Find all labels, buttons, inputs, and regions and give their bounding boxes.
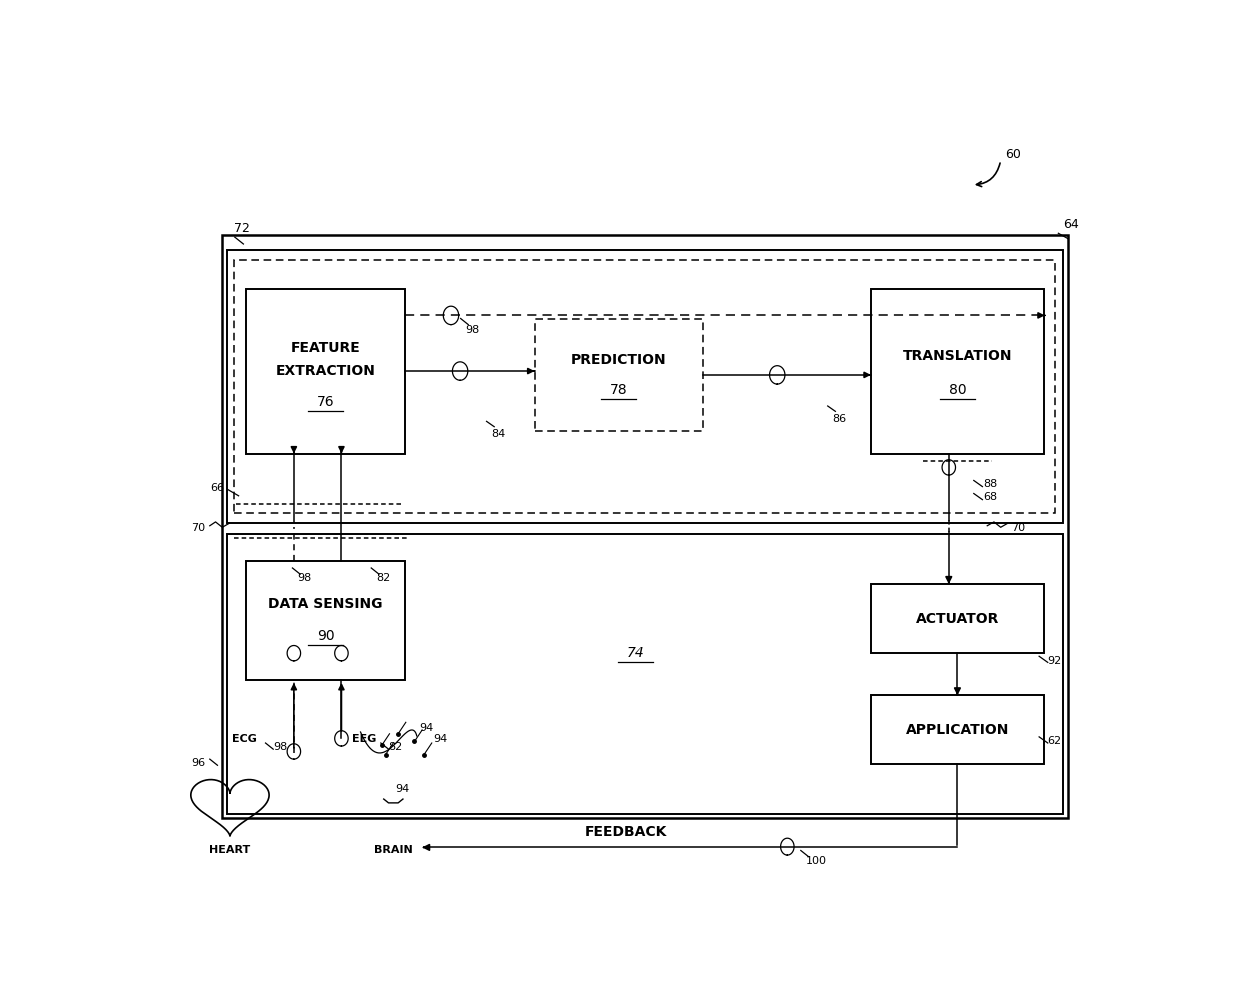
Text: 80: 80: [949, 383, 966, 397]
Text: 66: 66: [211, 484, 224, 494]
Bar: [247, 561, 404, 680]
Text: HEART: HEART: [210, 845, 250, 855]
Text: 76: 76: [316, 395, 335, 409]
Text: 60: 60: [1006, 148, 1022, 161]
Text: BRAIN: BRAIN: [374, 845, 413, 855]
Bar: [222, 235, 1068, 819]
Text: 90: 90: [316, 629, 335, 643]
Text: PREDICTION: PREDICTION: [570, 353, 666, 367]
Text: 82: 82: [388, 742, 403, 752]
Text: 94: 94: [434, 734, 448, 744]
Text: TRANSLATION: TRANSLATION: [903, 349, 1012, 363]
Text: 64: 64: [1063, 218, 1079, 231]
Text: 74: 74: [626, 646, 645, 660]
Text: FEEDBACK: FEEDBACK: [585, 825, 667, 838]
Bar: [234, 260, 1055, 513]
Text: 72: 72: [234, 221, 249, 235]
Text: 82: 82: [376, 572, 391, 582]
Text: FEATURE: FEATURE: [290, 341, 361, 355]
Text: 84: 84: [491, 429, 506, 439]
Text: EEG: EEG: [352, 734, 377, 744]
Text: 92: 92: [1047, 656, 1061, 666]
Text: APPLICATION: APPLICATION: [905, 723, 1009, 737]
Text: 62: 62: [1047, 737, 1061, 747]
Bar: [227, 250, 1063, 522]
Text: 100: 100: [806, 855, 827, 865]
Text: 70: 70: [1012, 523, 1025, 533]
Text: 70: 70: [191, 523, 205, 533]
Text: 96: 96: [191, 758, 205, 768]
Text: ACTUATOR: ACTUATOR: [916, 611, 999, 626]
Bar: [534, 319, 703, 431]
Text: 94: 94: [396, 784, 409, 794]
Bar: [870, 696, 1044, 765]
Text: 98: 98: [465, 325, 480, 335]
Text: EXTRACTION: EXTRACTION: [275, 364, 376, 378]
Text: ECG: ECG: [232, 734, 257, 744]
Text: DATA SENSING: DATA SENSING: [268, 596, 383, 611]
Text: 98: 98: [298, 572, 311, 582]
Text: 68: 68: [983, 493, 997, 502]
Bar: [870, 288, 1044, 454]
Text: 88: 88: [983, 480, 998, 490]
Bar: [227, 534, 1063, 815]
Bar: [870, 584, 1044, 653]
Text: 94: 94: [419, 723, 434, 733]
Text: 78: 78: [610, 383, 627, 397]
Text: 86: 86: [832, 414, 847, 424]
Bar: [247, 288, 404, 454]
Text: 98: 98: [273, 742, 288, 752]
